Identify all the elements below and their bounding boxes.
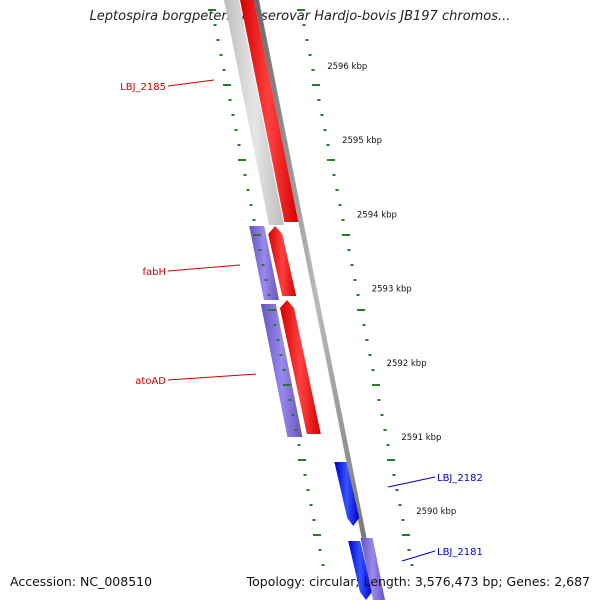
gene-leader-line <box>167 373 257 381</box>
cog-block-atoad[interactable] <box>260 304 303 437</box>
kbp-label: 2595 kbp <box>342 136 382 146</box>
kbp-tick-labels: 2596 kbp 2595 kbp 2594 kbp 2593 kbp 2592 kbp… <box>327 62 456 517</box>
gene-lbj2182[interactable] <box>334 462 360 526</box>
gene-leader-line <box>167 79 215 87</box>
gene-leader-line <box>401 550 436 562</box>
gene-atoad[interactable] <box>280 300 321 434</box>
kbp-label: 2596 kbp <box>327 62 367 72</box>
gene-leader-line <box>167 264 241 272</box>
feature-tracks <box>224 0 385 600</box>
kbp-label: 2591 kbp <box>401 433 441 443</box>
backbone[interactable] <box>254 0 379 600</box>
map-title: Leptospira borgpetersenii serovar Hardjo… <box>89 9 511 24</box>
gene-label-left[interactable]: fabH <box>142 267 166 278</box>
gene-lbj2185[interactable] <box>240 0 299 222</box>
accession-text: Accession: NC_008510 <box>10 574 153 589</box>
gene-labels[interactable]: LBJ_2185 fabH atoAD LBJ_2182 LBJ_2181 <box>120 79 483 562</box>
gene-fabh[interactable] <box>268 226 297 296</box>
cog-block-fabh[interactable] <box>249 226 279 300</box>
kbp-label: 2594 kbp <box>357 210 397 220</box>
gene-label-left[interactable]: atoAD <box>135 376 166 387</box>
gene-label-left[interactable]: LBJ_2185 <box>120 82 166 93</box>
cog-block-grey[interactable] <box>224 0 284 225</box>
gene-leader-line <box>387 476 436 488</box>
kbp-label: 2593 kbp <box>372 285 412 295</box>
kbp-ticks <box>208 9 414 566</box>
gene-label-right[interactable]: LBJ_2181 <box>437 547 483 558</box>
genome-stats-text: Topology: circular; Length: 3,576,473 bp… <box>246 574 590 589</box>
kbp-label: 2592 kbp <box>387 359 427 369</box>
gene-lbj2181[interactable] <box>348 541 372 600</box>
cog-block-lbj2181[interactable] <box>360 538 385 600</box>
kbp-label: 2590 kbp <box>416 507 456 517</box>
gene-label-right[interactable]: LBJ_2182 <box>437 473 483 484</box>
